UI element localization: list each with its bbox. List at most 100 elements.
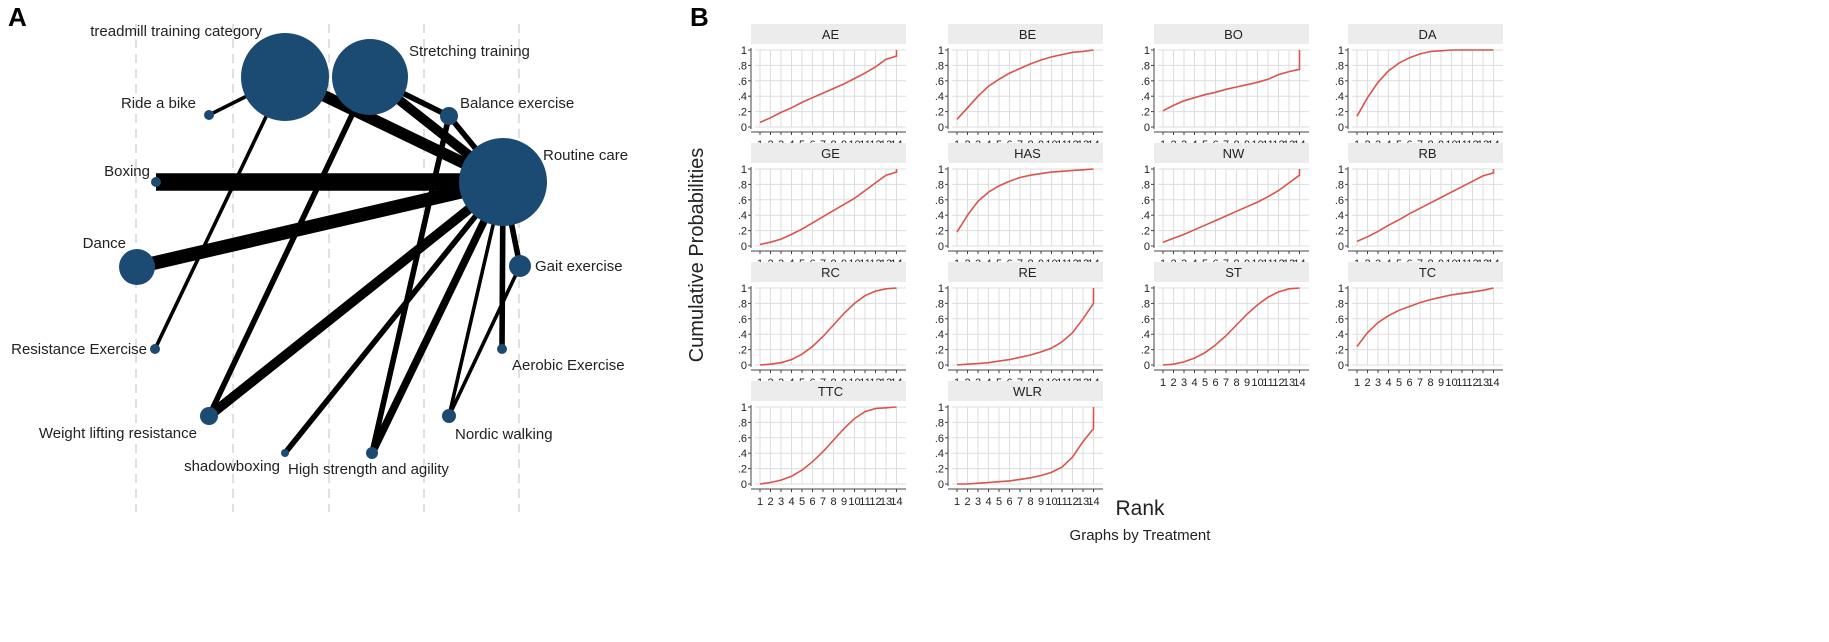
x-tick-label: 2 [1364,377,1370,389]
y-tick-label: .6 [935,314,944,326]
y-tick-label: 0 [741,122,747,134]
curve-da [1356,49,1494,117]
y-tick-label: .8 [1141,179,1150,191]
x-tick-label: 7 [1017,496,1023,508]
curve-rc [759,287,897,366]
y-tick-label: .6 [738,433,747,445]
y-tick-label: 0 [1144,360,1150,372]
y-tick-label: 1 [938,164,944,176]
x-tick-label: 10 [1045,496,1057,508]
y-tick-label: 0 [938,241,944,253]
strip-bo [1154,24,1309,44]
strip-rb [1348,143,1503,163]
y-tick-label: .8 [935,298,944,310]
curve-ae [759,50,898,124]
node-label-aer: Aerobic Exercise [512,357,625,374]
edge-gait-nw [447,265,522,417]
node-label-hsa: High strength and agility [288,461,449,478]
y-tick-label: 1 [1338,45,1344,57]
strip-label-rc: RC [821,265,840,280]
x-tick-label: 2 [964,496,970,508]
graphs-by-note: Graphs by Treatment [1070,527,1212,544]
y-tick-label: .8 [1335,60,1344,72]
curve-wlr [957,407,1095,485]
curve-bo [1162,50,1301,112]
strip-label-tc: TC [1419,265,1436,280]
node-ttc [241,33,329,121]
x-tick-label: 7 [1417,377,1423,389]
y-tick-label: 1 [741,402,747,414]
x-tick-label: 6 [1406,377,1412,389]
y-tick-label: .8 [738,298,747,310]
y-tick-label: .6 [1335,76,1344,88]
node-label-gait: Gait exercise [535,258,623,275]
y-tick-label: .8 [738,179,747,191]
x-tick-label: 11 [1056,496,1067,508]
curve-has [956,168,1094,233]
node-aer [497,344,507,354]
y-tick-label: 0 [938,479,944,491]
y-tick-label: .2 [1335,345,1344,357]
y-tick-label: .2 [1141,345,1150,357]
y-tick-label: 0 [741,241,747,253]
y-tick-label: 0 [1338,360,1344,372]
y-tick-label: .4 [738,210,747,222]
y-tick-label: .2 [935,464,944,476]
x-tick-label: 9 [841,496,847,508]
y-axis-title: Cumulative Probabilities [686,148,708,363]
x-tick-label: 1 [1354,377,1360,389]
strip-label-nw: NW [1223,146,1245,161]
node-bike [204,110,214,120]
x-tick-label: 10 [848,496,860,508]
node-label-ttc: treadmill training category [90,23,262,40]
y-tick-label: .6 [1141,76,1150,88]
y-tick-label: 0 [938,360,944,372]
node-hsa [366,447,378,459]
y-tick-label: .8 [1335,179,1344,191]
x-tick-label: 12 [1272,377,1284,389]
x-tick-label: 6 [1006,496,1012,508]
y-tick-label: .2 [1141,226,1150,238]
x-tick-label: 3 [975,496,981,508]
x-tick-label: 2 [1170,377,1176,389]
y-tick-label: 0 [741,360,747,372]
node-label-wlr: Weight lifting resistance [39,425,197,442]
strip-wlr [948,381,1103,401]
strip-label-be: BE [1019,27,1037,42]
y-tick-label: .4 [1335,91,1344,103]
x-tick-label: 6 [809,496,815,508]
node-shadow [281,449,289,457]
x-tick-label: 5 [996,496,1002,508]
x-tick-label: 8 [1233,377,1239,389]
strip-ttc [751,381,906,401]
curve-nw [1162,169,1301,243]
x-tick-label: 2 [767,496,773,508]
y-tick-label: .2 [738,107,747,119]
curve-rb [1356,169,1495,243]
x-axis-title: Rank [1115,497,1165,520]
y-tick-label: .4 [1141,210,1150,222]
network-plot: treadmill training category Stretching tr… [11,23,628,512]
node-label-bike: Ride a bike [121,95,196,112]
y-tick-label: .8 [1141,60,1150,72]
node-label-shadow: shadowboxing [184,458,280,475]
y-tick-label: .2 [935,345,944,357]
strip-da [1348,24,1503,44]
y-tick-label: .4 [935,329,944,341]
x-tick-label: 5 [1202,377,1208,389]
strip-tc [1348,262,1503,282]
x-tick-label: 14 [1487,377,1499,389]
y-tick-label: .6 [1335,195,1344,207]
curve-re [956,288,1095,366]
y-tick-label: 1 [1144,164,1150,176]
y-tick-label: .6 [935,195,944,207]
strip-label-wlr: WLR [1013,384,1042,399]
x-tick-label: 13 [1077,496,1089,508]
x-tick-label: 12 [869,496,881,508]
